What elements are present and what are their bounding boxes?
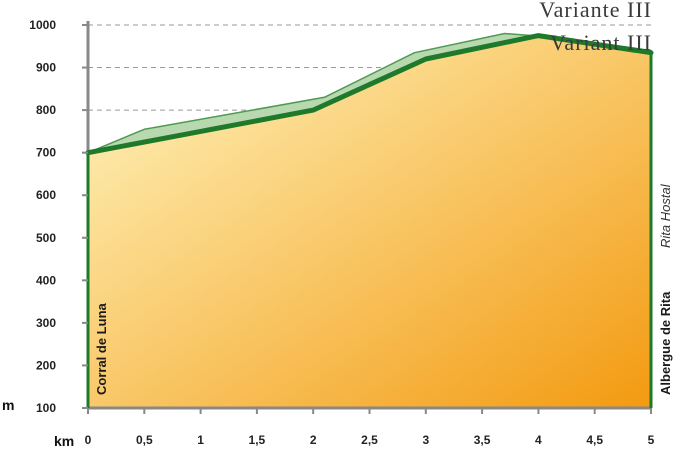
end-place-label: Albergue de Rita xyxy=(658,291,673,395)
x-tick-label: 2,5 xyxy=(361,433,378,447)
x-tick-label: 2 xyxy=(310,433,317,447)
x-tick-label: 1 xyxy=(197,433,204,447)
chart-title: Variante III xyxy=(539,0,652,22)
x-tick-label: 4 xyxy=(535,433,542,447)
y-tick-label: 400 xyxy=(36,273,56,287)
y-tick-label: 800 xyxy=(36,103,56,117)
x-tick-label: 0 xyxy=(85,433,92,447)
main-route-line xyxy=(85,33,654,156)
y-tick-label: 500 xyxy=(36,231,56,245)
y-tick-label: 700 xyxy=(36,146,56,160)
x-axis-label: km xyxy=(54,433,74,449)
elevation-area xyxy=(88,35,651,408)
y-tick-label: 200 xyxy=(36,358,56,372)
chart-title-alt: Variant III xyxy=(550,30,652,55)
x-tick-label: 3 xyxy=(422,433,429,447)
y-tick-label: 300 xyxy=(36,316,56,330)
x-tick-label: 4,5 xyxy=(586,433,603,447)
end-place-alt-label: Rita Hostal xyxy=(658,183,673,248)
y-tick-label: 900 xyxy=(36,61,56,75)
x-tick-label: 1,5 xyxy=(249,433,266,447)
y-tick-label: 1000 xyxy=(29,18,56,32)
y-tick-label: 600 xyxy=(36,188,56,202)
x-axis-ticks: 0 0,5 1 1,5 2 2,5 3 3,5 4 4,5 5 xyxy=(85,408,655,447)
y-tick-label: 100 xyxy=(36,401,56,415)
x-tick-label: 3,5 xyxy=(474,433,491,447)
y-axis-label: m xyxy=(2,397,14,413)
start-place-label: Corral de Luna xyxy=(94,302,109,395)
x-tick-label: 5 xyxy=(648,433,655,447)
x-tick-label: 0,5 xyxy=(136,433,153,447)
y-axis-ticks: 100 200 300 400 500 600 700 800 900 1000 xyxy=(29,18,88,415)
